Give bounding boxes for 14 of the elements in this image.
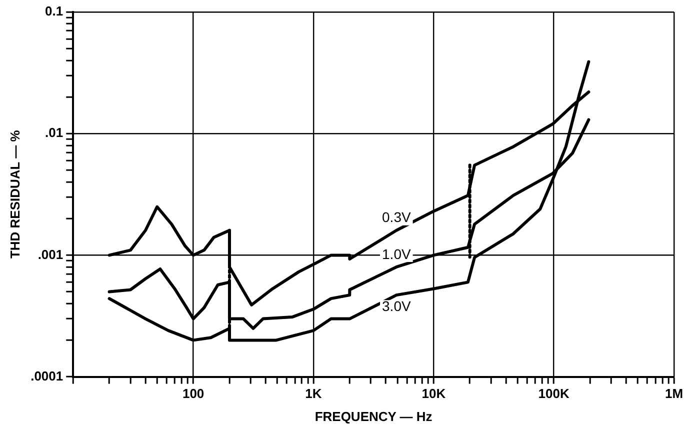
series-label: 1.0V (382, 246, 412, 262)
x-tick-label: 1M (664, 386, 684, 402)
y-axis-title: THD RESIDUAL — % (7, 130, 22, 259)
y-tick-label: .001 (38, 246, 64, 262)
x-axis-title: FREQUENCY — Hz (314, 408, 433, 424)
y-tick-label: .0001 (30, 368, 64, 384)
series-label: 0.3V (382, 209, 412, 226)
x-tick-label: 100K (538, 386, 570, 402)
x-tick-label: 10K (422, 386, 446, 402)
series-label: 3.0V (382, 298, 412, 314)
x-tick-label: 100 (182, 386, 204, 402)
y-tick-label: .01 (45, 125, 64, 140)
x-tick-label: 1K (305, 386, 322, 402)
y-tick-label: 0.1 (45, 4, 64, 19)
